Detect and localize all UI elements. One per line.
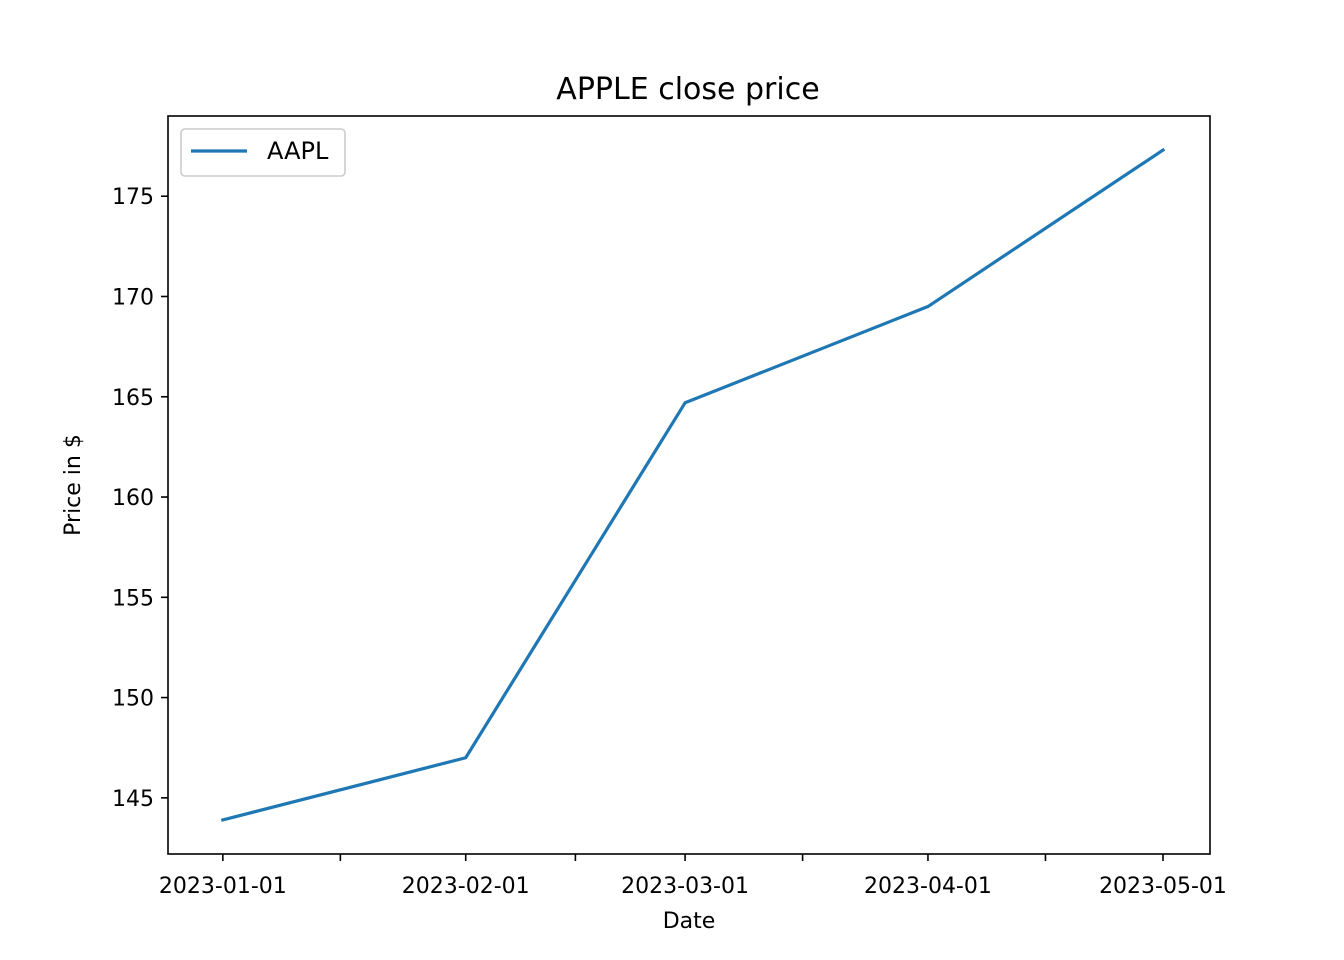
- y-tick-label-4: 165: [112, 386, 154, 411]
- series-line-0: [220, 147, 1166, 822]
- y-tick-label-6: 175: [112, 185, 154, 210]
- chart-title: APPLE close price: [556, 72, 819, 107]
- x-tick-label-1: 2023-02-01: [402, 874, 530, 899]
- y-tick-label-2: 155: [112, 586, 154, 611]
- legend-box: [180, 128, 346, 177]
- y-tick-label-0: 145: [112, 787, 154, 812]
- y-tick-label-1: 150: [112, 687, 154, 712]
- x-tick-label-0: 2023-01-01: [159, 874, 287, 899]
- x-tick-label-2: 2023-03-01: [621, 874, 749, 899]
- plot-series: [220, 147, 1166, 822]
- y-axis-label: Price in $: [61, 434, 86, 536]
- x-tick-label-3: 2023-04-01: [864, 874, 992, 899]
- legend-label: AAPL: [267, 137, 329, 165]
- y-tick-label-5: 170: [112, 285, 154, 310]
- y-axis-ticks: 145 150 155 160 165 170 175: [112, 185, 168, 812]
- y-tick-label-3: 160: [112, 486, 154, 511]
- x-axis-label: Date: [663, 909, 716, 934]
- x-axis-ticks: 2023-01-01 2023-02-01 2023-03-01 2023-04-01…: [159, 854, 1227, 899]
- plot-frame: [167, 115, 1211, 855]
- legend: AAPL: [180, 128, 346, 177]
- x-tick-label-4: 2023-05-01: [1099, 874, 1227, 899]
